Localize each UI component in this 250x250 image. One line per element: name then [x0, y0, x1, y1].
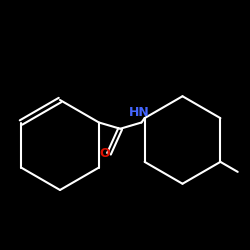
Text: O: O	[99, 147, 110, 160]
Text: HN: HN	[128, 106, 149, 119]
